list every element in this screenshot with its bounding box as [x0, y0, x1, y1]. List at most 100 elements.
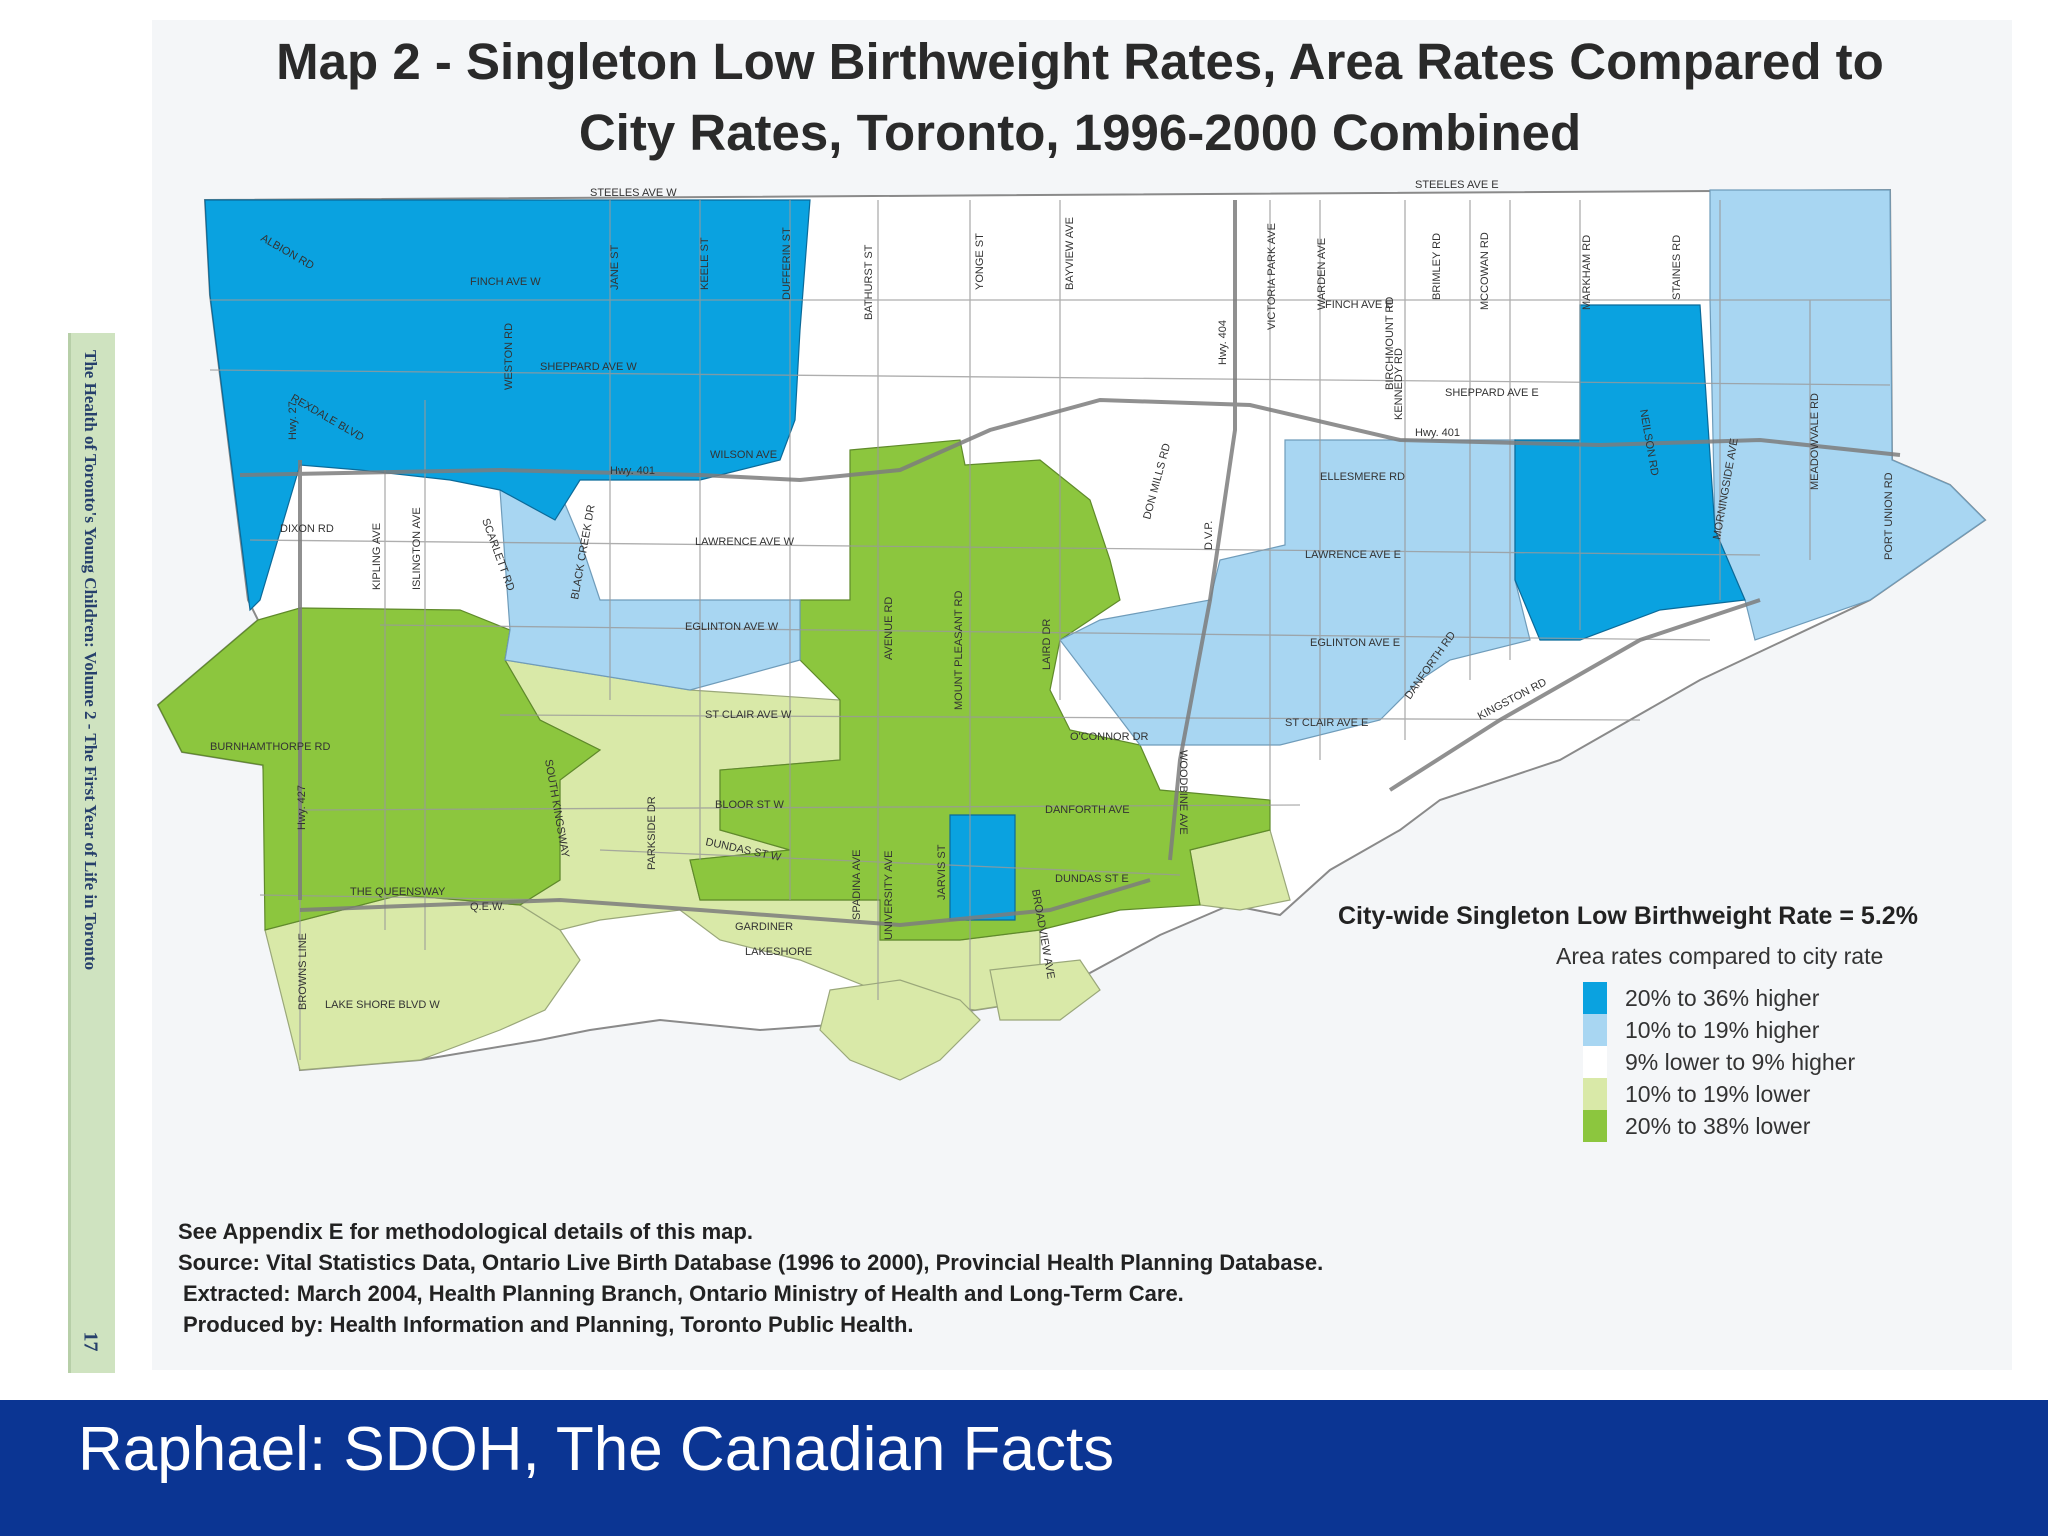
footer-caption: Raphael: SDOH, The Canadian Facts [78, 1415, 1115, 1484]
legend-label: 10% to 19% lower [1625, 1080, 1811, 1107]
label-oconnor: O'CONNOR DR [1070, 731, 1149, 743]
label-wilson: WILSON AVE [710, 449, 777, 461]
label-woodbine: WOODBINE AVE [1177, 750, 1189, 835]
road-sheppard [209, 369, 1891, 386]
label-browns-line: BROWNS LINE [297, 933, 309, 1010]
label-laird: LAIRD DR [1041, 619, 1053, 670]
label-lakeshore: LAKESHORE [745, 946, 812, 958]
label-lake-shore: LAKE SHORE BLVD W [325, 999, 440, 1011]
label-eglinton-w: EGLINTON AVE W [685, 621, 779, 633]
label-steeles-e: STEELES AVE E [1415, 179, 1499, 191]
legend-item: 10% to 19% higher [1583, 1014, 1978, 1046]
label-dundas-e: DUNDAS ST E [1055, 873, 1129, 885]
label-markham: MARKHAM RD [1581, 235, 1593, 310]
highway-404-dvp [1168, 200, 1237, 861]
label-mount-pleasant: MOUNT PLEASANT RD [953, 591, 965, 710]
label-steeles-w: STEELES AVE W [590, 187, 677, 199]
label-hwy427: Hwy. 427 [296, 785, 308, 830]
toronto-map: STEELES AVE W STEELES AVE E ALBION RD FI… [156, 179, 1987, 1081]
label-parkside: PARKSIDE DR [646, 796, 658, 870]
legend-item: 9% lower to 9% higher [1583, 1046, 1978, 1078]
label-queensway: THE QUEENSWAY [350, 886, 446, 898]
note-line-1: See Appendix E for methodological detail… [178, 1219, 753, 1244]
label-eglinton-e: EGLINTON AVE E [1310, 637, 1400, 649]
legend-list: 20% to 36% higher 10% to 19% higher 9% low… [1583, 982, 1978, 1142]
legend-swatch [1583, 1014, 1607, 1046]
label-port-union: PORT UNION RD [1883, 472, 1895, 560]
road-dundas [599, 849, 1181, 876]
map-title-line-2: City Rates, Toronto, 1996-2000 Combined [578, 104, 1582, 161]
legend-label: 10% to 19% higher [1625, 1016, 1820, 1043]
map-title: Map 2 - Singleton Low Birthweight Rates,… [160, 26, 2000, 168]
road-eglinton [379, 624, 1711, 641]
label-warden: WARDEN AVE [1316, 238, 1328, 310]
region-lower-20-38-midtown [689, 439, 1271, 941]
region-higher-20-36-scarborough [1514, 304, 1746, 641]
label-avenue: AVENUE RD [883, 597, 895, 660]
region-higher-20-36-downtown [949, 814, 1016, 921]
legend-label: 20% to 38% lower [1625, 1112, 1811, 1139]
label-staines: STAINES RD [1671, 235, 1683, 300]
label-jarvis: JARVIS ST [936, 844, 948, 900]
note-line-4: Produced by: Health Information and Plan… [183, 1312, 914, 1337]
label-dixon: DIXON RD [280, 523, 334, 535]
label-hwy401-e: Hwy. 401 [1415, 427, 1460, 439]
legend-label: 9% lower to 9% higher [1625, 1048, 1856, 1075]
label-bathurst: BATHURST ST [863, 244, 875, 320]
label-islington: ISLINGTON AVE [411, 507, 423, 590]
label-university: UNIVERSITY AVE [883, 851, 895, 940]
note-line-3: Extracted: March 2004, Health Planning B… [183, 1281, 1184, 1306]
label-danforth-ave: DANFORTH AVE [1045, 804, 1130, 816]
island-toronto [819, 979, 981, 1081]
region-higher-10-19-northeast [1709, 189, 1986, 641]
region-higher-10-19-north-york [499, 479, 801, 691]
region-lower-20-38-etobicoke [157, 607, 602, 931]
label-kipling: KIPLING AVE [371, 523, 383, 590]
label-spadina: SPADINA AVE [851, 849, 863, 920]
highway-gardiner [299, 878, 1151, 928]
legend-swatch [1583, 1110, 1607, 1142]
label-victoria-park: VICTORIA PARK AVE [1266, 223, 1278, 330]
legend-heading: City-wide Singleton Low Birthweight Rate… [1338, 902, 1918, 930]
legend-subheading: Area rates compared to city rate [1556, 943, 1884, 969]
label-hwy27: Hwy. 27 [287, 401, 299, 440]
label-finch-e: FINCH AVE E [1325, 299, 1393, 311]
label-lawrence-e: LAWRENCE AVE E [1305, 549, 1401, 561]
port-lands [989, 959, 1101, 1021]
highway-kingston [1388, 598, 1761, 792]
highway-401 [239, 397, 1901, 483]
label-weston: WESTON RD [503, 323, 515, 390]
label-jane: JANE ST [609, 244, 621, 290]
label-hwy401-w: Hwy. 401 [610, 465, 655, 477]
legend-item: 10% to 19% lower [1583, 1078, 1978, 1110]
label-birchmount: BIRCHMOUNT RD [1384, 297, 1396, 390]
label-st-clair-e: ST CLAIR AVE E [1285, 717, 1368, 729]
note-line-2: Source: Vital Statistics Data, Ontario L… [178, 1250, 1324, 1275]
label-dvp: D.V.P. [1203, 521, 1215, 550]
label-gardiner: GARDINER [735, 921, 793, 933]
label-st-clair-w: ST CLAIR AVE W [705, 709, 792, 721]
legend-swatch [1583, 1046, 1607, 1078]
label-bloor: BLOOR ST W [715, 799, 784, 811]
label-hwy404: Hwy. 404 [1217, 320, 1229, 365]
label-mccowan: MCCOWAN RD [1479, 232, 1491, 310]
legend-label: 20% to 36% higher [1625, 984, 1820, 1011]
label-sheppard-e: SHEPPARD AVE E [1445, 387, 1539, 399]
label-dufferin: DUFFERIN ST [781, 227, 793, 300]
legend-item: 20% to 38% lower [1583, 1110, 1978, 1142]
map-title-line-1: Map 2 - Singleton Low Birthweight Rates,… [276, 33, 1884, 90]
label-ellesmere: ELLESMERE RD [1320, 471, 1405, 483]
label-lawrence-w: LAWRENCE AVE W [695, 536, 795, 548]
map-notes: See Appendix E for methodological detail… [178, 1216, 1323, 1340]
legend-swatch [1583, 1078, 1607, 1110]
label-kennedy: KENNEDY RD [1393, 348, 1405, 420]
label-bayview: BAYVIEW AVE [1064, 217, 1076, 290]
label-brimley: BRIMLEY RD [1431, 233, 1443, 300]
label-burnhamthorpe: BURNHAMTHORPE RD [210, 741, 330, 753]
legend-swatch [1583, 982, 1607, 1014]
road-st-clair [499, 714, 1641, 721]
road-bloor [299, 804, 1301, 811]
label-sheppard-w: SHEPPARD AVE W [540, 361, 637, 373]
legend-item: 20% to 36% higher [1583, 982, 1978, 1014]
sidebar-strip [68, 333, 115, 1373]
